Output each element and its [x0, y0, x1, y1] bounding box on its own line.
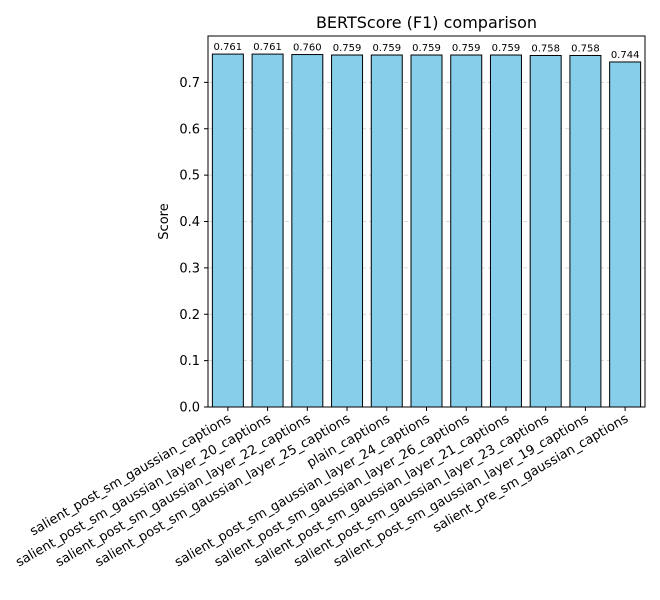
y-tick-label: 0.5	[179, 169, 200, 184]
bar	[410, 54, 443, 408]
y-axis-ticks: 0.0 0.1 0.2 0.3 0.4 0.5 0.6 0.7	[179, 76, 208, 416]
bar	[211, 53, 244, 408]
y-tick-label: 0.3	[179, 261, 200, 276]
bar	[489, 54, 522, 408]
x-axis-ticks: salient_post_sm_gaussian_captionssalient…	[13, 407, 631, 570]
bar-value-label: 0.758	[571, 43, 600, 54]
bar	[331, 54, 364, 408]
bar-value-label: 0.761	[214, 42, 243, 53]
y-tick-label: 0.0	[179, 401, 200, 416]
y-axis-label: Score	[157, 203, 172, 239]
y-tick-label: 0.2	[179, 308, 200, 323]
bar	[251, 53, 284, 408]
bar-value-label: 0.759	[492, 43, 521, 54]
bar-value-label: 0.759	[412, 43, 441, 54]
y-tick-label: 0.7	[179, 76, 200, 91]
bar	[609, 61, 642, 408]
bar	[529, 54, 562, 408]
value-labels: 0.761 0.761 0.760 0.759 0.759 0.759 0.759 0.759…	[214, 42, 640, 61]
bar	[569, 54, 602, 408]
y-tick-label: 0.1	[179, 354, 200, 369]
bar-value-label: 0.759	[372, 43, 401, 54]
bar	[291, 54, 324, 408]
bar-value-label: 0.758	[531, 43, 560, 54]
bar-value-label: 0.744	[611, 50, 640, 61]
bar	[450, 54, 483, 408]
bars	[211, 53, 642, 408]
bar-value-label: 0.759	[333, 43, 362, 54]
bar-value-label: 0.761	[253, 42, 282, 53]
y-tick-label: 0.4	[179, 215, 200, 230]
chart-title: BERTScore (F1) comparison	[316, 13, 537, 32]
bar-value-label: 0.759	[452, 43, 481, 54]
bar-value-label: 0.760	[293, 43, 322, 54]
bar	[370, 54, 403, 408]
y-tick-label: 0.6	[179, 122, 200, 137]
